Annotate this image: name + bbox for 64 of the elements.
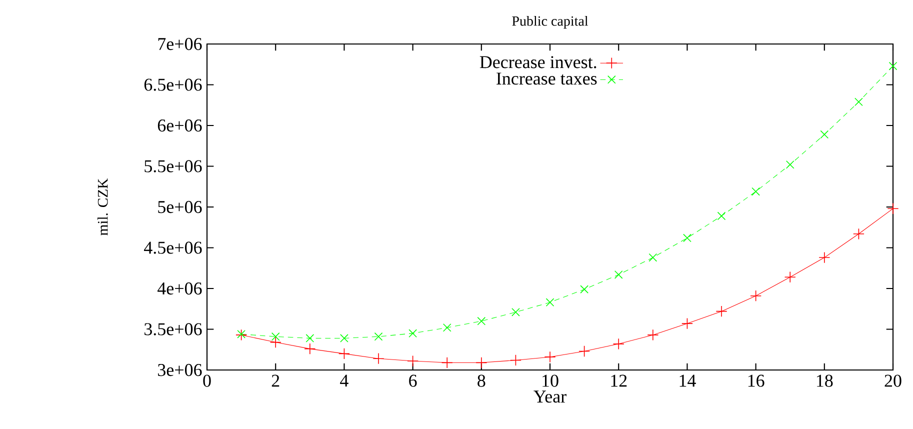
x-tick-label: 14 [680, 374, 696, 387]
point [477, 316, 486, 326]
point [580, 285, 588, 294]
point [786, 160, 794, 169]
y-tick-label: 5e+06 [158, 200, 202, 214]
point [854, 98, 863, 106]
point [372, 352, 384, 364]
x-tick-label: 16 [748, 374, 764, 387]
point [716, 306, 728, 318]
point [408, 329, 417, 338]
point [818, 252, 830, 264]
point [614, 270, 623, 279]
y-tick-label: 3e+06 [158, 364, 202, 376]
point [647, 329, 659, 341]
point [820, 130, 829, 139]
point [683, 234, 692, 242]
x-tick-label: 20 [884, 374, 902, 387]
y-tick-label: 4.5e+06 [144, 242, 202, 254]
point [512, 308, 520, 316]
point [237, 330, 246, 338]
y-tick-label: 6e+06 [158, 119, 202, 132]
legend-label: Decrease invest. [480, 56, 596, 68]
point [544, 351, 556, 363]
point [338, 348, 350, 360]
y-tick-label: 6.5e+06 [144, 78, 202, 91]
point [784, 271, 796, 283]
y-tick-label: 5.5e+06 [144, 160, 202, 172]
x-tick-label: 8 [478, 374, 486, 387]
x-tick-label: 4 [340, 374, 348, 387]
point [887, 202, 899, 214]
x-tick-label: 0 [203, 374, 211, 387]
point [612, 338, 624, 350]
y-tick-label: 7e+06 [158, 38, 202, 50]
legend-label: Increase taxes [496, 72, 597, 85]
point [510, 354, 522, 366]
point [407, 355, 419, 367]
point [888, 62, 898, 70]
point [476, 356, 488, 368]
chart-title: Public capital [512, 16, 588, 29]
point [852, 228, 864, 240]
y-tick-label: 4e+06 [158, 282, 202, 295]
point [752, 187, 760, 196]
x-axis-title: Year [534, 390, 566, 403]
point [750, 290, 762, 302]
x-tick-label: 18 [816, 374, 833, 387]
point [306, 334, 314, 342]
y-axis-title: mil. CZK [97, 178, 108, 236]
point [578, 346, 590, 357]
point [441, 356, 453, 368]
point [374, 332, 383, 341]
point [442, 323, 452, 332]
point [648, 253, 658, 262]
point [546, 298, 554, 307]
x-tick-label: 6 [409, 374, 417, 387]
y-tick-label: 3.5e+06 [144, 323, 202, 336]
point [681, 318, 693, 330]
x-tick-label: 12 [611, 374, 627, 387]
point [236, 329, 248, 341]
x-tick-label: 10 [542, 374, 558, 387]
x-tick-label: 2 [272, 374, 280, 387]
point [271, 332, 280, 341]
point [717, 212, 726, 220]
point [340, 334, 348, 342]
point [304, 343, 316, 355]
